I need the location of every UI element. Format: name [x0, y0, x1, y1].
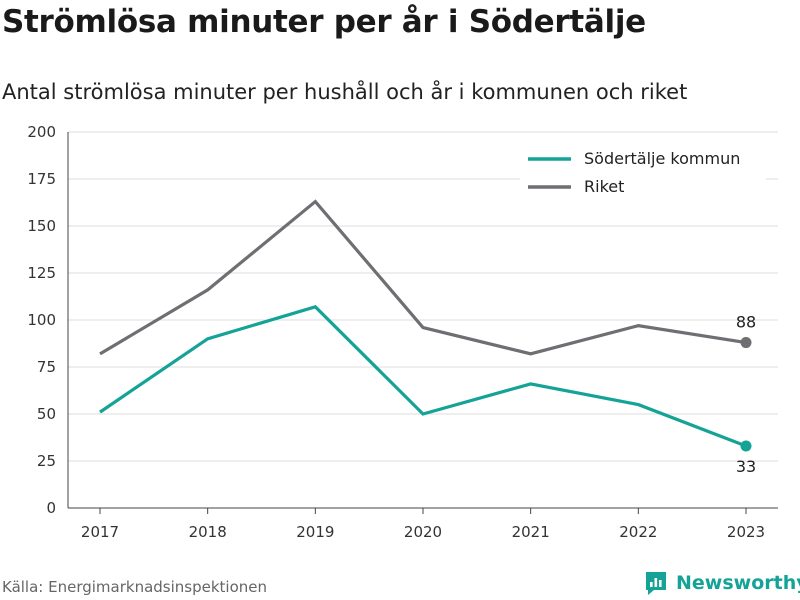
x-tick-label: 2021: [512, 523, 550, 541]
end-value-label-1: 88: [736, 313, 756, 332]
end-value-label-0: 33: [736, 457, 756, 476]
y-tick-label: 150: [27, 217, 56, 235]
series-line-1: [99, 199, 747, 356]
x-tick-label: 2019: [296, 523, 334, 541]
y-tick-label: 0: [46, 499, 56, 517]
series-line-0: [99, 305, 747, 448]
y-tick-label: 25: [37, 452, 56, 470]
brand-name: Newsworthy: [676, 572, 800, 594]
x-tick-label: 2023: [727, 523, 765, 541]
y-tick-label: 100: [27, 311, 56, 329]
legend: Södertälje kommun Riket: [520, 142, 766, 204]
y-tick-label: 75: [37, 358, 56, 376]
end-point-1: [740, 337, 752, 349]
x-tick-label: 2017: [81, 523, 119, 541]
chart-title: Strömlösa minuter per år i Södertälje: [2, 4, 646, 40]
y-tick-label: 200: [27, 123, 56, 141]
y-tick-label: 125: [27, 264, 56, 282]
end-point-0: [740, 440, 752, 452]
source-note: Källa: Energimarknadsinspektionen: [2, 578, 268, 596]
legend-label-0: Södertälje kommun: [584, 149, 740, 168]
x-tick-label: 2018: [189, 523, 227, 541]
x-axis: 2017 2018 2019 2020 2021 2022 2023: [68, 507, 778, 541]
legend-label-1: Riket: [584, 177, 624, 196]
legend-box: [520, 142, 766, 204]
x-tick-label: 2020: [404, 523, 442, 541]
x-tick-label: 2022: [619, 523, 657, 541]
y-axis: 0 25 50 75 100 125 150 175 200: [27, 123, 69, 517]
series-lines: 33 88: [99, 199, 756, 476]
chart-subtitle: Antal strömlösa minuter per hushåll och …: [2, 80, 688, 104]
newsworthy-logo-icon: [646, 572, 666, 595]
brand-logo: Newsworthy: [644, 570, 800, 596]
y-tick-label: 50: [37, 405, 56, 423]
y-tick-label: 175: [27, 170, 56, 188]
